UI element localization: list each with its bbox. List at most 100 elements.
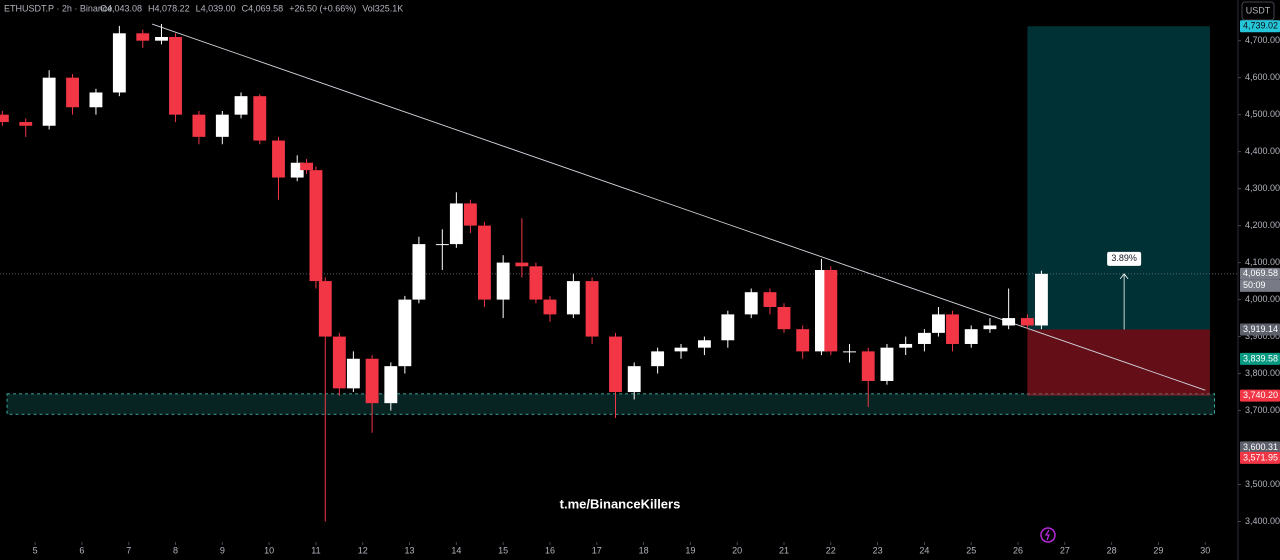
x-tick-label: 16 <box>545 545 555 555</box>
candle-body <box>300 162 314 171</box>
candle-body <box>763 292 777 307</box>
candle-body <box>796 329 810 352</box>
candle-body <box>435 244 449 246</box>
x-tick-label: 25 <box>966 545 976 555</box>
candle-body <box>477 225 491 300</box>
countdown: 50:09 <box>1243 280 1266 290</box>
x-tick-label: 24 <box>919 545 929 555</box>
y-tick-label: 4,400.00 <box>1245 146 1280 156</box>
x-tick-label: 5 <box>33 545 38 555</box>
x-tick-label: 19 <box>685 545 695 555</box>
candle-body <box>155 36 168 41</box>
x-tick-label: 28 <box>1107 545 1117 555</box>
price-tag <box>1240 441 1280 454</box>
ohlc-item: H4,078.22 <box>148 3 190 13</box>
x-tick-label: 21 <box>779 545 789 555</box>
x-tick-label: 9 <box>220 545 225 555</box>
candle-body <box>843 351 856 353</box>
candle-body <box>515 262 529 267</box>
y-tick-label: 4,600.00 <box>1245 72 1280 82</box>
currency-label[interactable]: USDT <box>1246 5 1271 15</box>
price-tag <box>1240 389 1280 402</box>
candle-body <box>627 366 641 393</box>
candle-body <box>309 170 323 282</box>
candle-body <box>332 336 346 389</box>
y-tick-label: 3,800.00 <box>1245 368 1280 378</box>
candle-body <box>1002 318 1016 326</box>
candle-body <box>449 203 463 245</box>
candle-body <box>543 299 557 315</box>
candle-body <box>899 343 913 348</box>
candle-body <box>824 270 838 352</box>
icon <box>1040 527 1056 543</box>
candle-body <box>1034 273 1048 326</box>
x-tick-label: 13 <box>405 545 415 555</box>
y-tick-label: 3,700.00 <box>1245 405 1280 415</box>
x-tick-label: 15 <box>498 545 508 555</box>
y-tick-label: 4,200.00 <box>1245 220 1280 230</box>
x-tick-label: 26 <box>1013 545 1023 555</box>
candle-body <box>609 336 622 393</box>
x-tick-label: 23 <box>873 545 883 555</box>
x-tick-label: 6 <box>79 545 84 555</box>
price-tag-label: 3,600.31 <box>1243 442 1278 452</box>
x-tick-label: 20 <box>732 545 742 555</box>
candle-body <box>272 140 285 178</box>
y-tick-label: 4,500.00 <box>1245 109 1280 119</box>
y-tick-label: 3,900.00 <box>1245 331 1280 341</box>
ohlc-item: L4,039.00 <box>196 3 236 13</box>
candle-body <box>917 332 931 344</box>
x-tick-label: 7 <box>126 545 131 555</box>
price-tag-label: 3,571.95 <box>1243 452 1278 462</box>
price-tag-label: 4,069.58 <box>1243 268 1278 278</box>
candle-body <box>215 114 229 137</box>
stop-zone <box>1027 329 1210 396</box>
percent-box <box>1107 251 1142 266</box>
candle-body <box>964 329 978 344</box>
candle-body <box>1020 318 1034 326</box>
price-tag <box>1240 352 1280 365</box>
price-tag-label: 4,739.02 <box>1243 21 1278 31</box>
candle-body <box>861 351 875 381</box>
candle-body <box>42 77 56 126</box>
arrow-head <box>1119 273 1129 280</box>
candle-body <box>697 340 711 348</box>
candle-body <box>651 351 665 367</box>
candle-body <box>19 122 33 126</box>
candle-body <box>529 266 543 300</box>
y-tick-label: 4,300.00 <box>1245 183 1280 193</box>
y-tick-label: 4,100.00 <box>1245 257 1280 267</box>
candle-body <box>585 281 599 337</box>
candle-body <box>0 114 9 123</box>
price-tag-label: 3,919.14 <box>1243 324 1278 334</box>
x-tick-label: 30 <box>1200 545 1210 555</box>
support-zone <box>6 393 1215 415</box>
ohlc-item: O4,043.08 <box>100 3 142 13</box>
candle-body <box>496 262 510 300</box>
x-tick-label: 12 <box>358 545 368 555</box>
x-tick-label: 22 <box>826 545 836 555</box>
candle-body <box>566 281 580 315</box>
price-tag-label: 3,839.58 <box>1243 353 1278 363</box>
candle-body <box>384 366 398 404</box>
candle-body <box>192 114 206 137</box>
ohlc-item: +26.50 (+0.66%) <box>289 3 356 13</box>
x-tick-label: 18 <box>639 545 649 555</box>
candle-body <box>66 77 79 108</box>
candle-body <box>253 96 267 141</box>
candle-body <box>412 244 426 300</box>
y-tick-label: 4,000.00 <box>1245 294 1280 304</box>
price-tag-label: 3,740.20 <box>1243 390 1278 400</box>
currency-button[interactable] <box>1241 1 1275 21</box>
candle-body <box>721 314 735 341</box>
ohlc-item: Vol325.1K <box>362 3 403 13</box>
candle-body <box>674 347 688 352</box>
price-tag <box>1240 267 1280 280</box>
y-tick-label: 3,400.00 <box>1245 516 1280 526</box>
candle-body <box>398 299 412 367</box>
x-tick-label: 10 <box>264 545 274 555</box>
x-tick-label: 17 <box>592 545 602 555</box>
candle-body <box>89 92 103 108</box>
candle-body <box>112 33 126 93</box>
